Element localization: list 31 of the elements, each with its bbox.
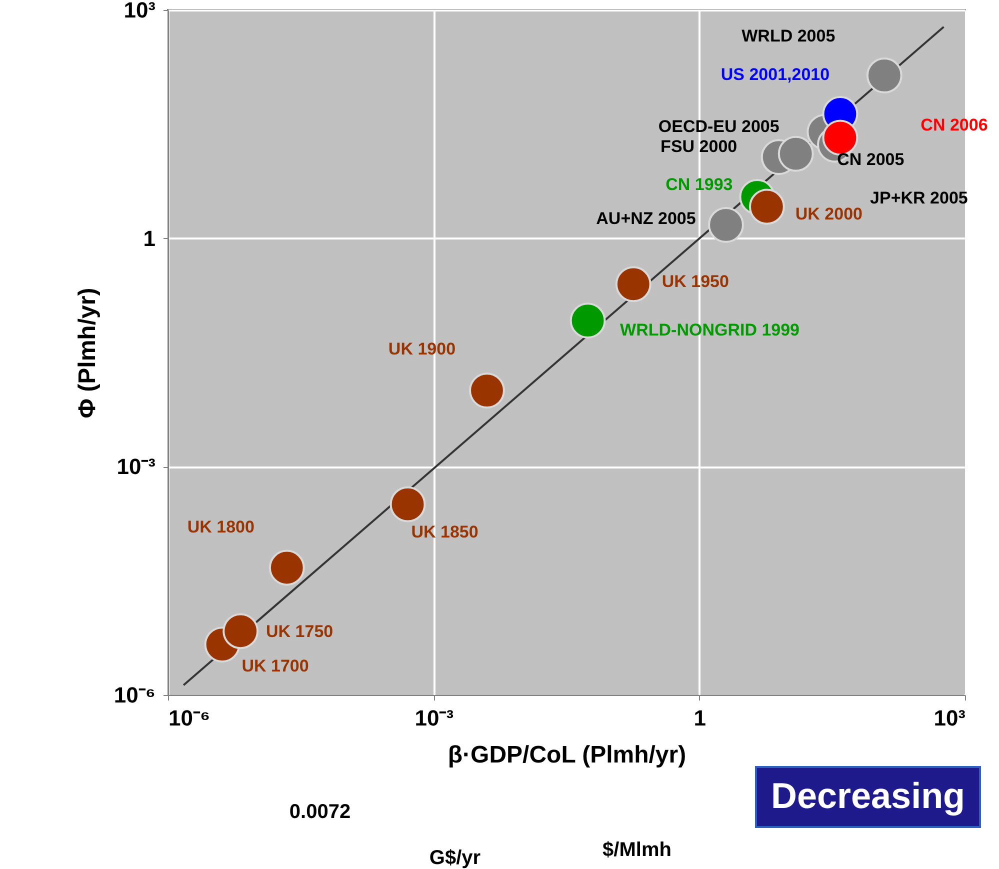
text: $/Mlmh: [602, 839, 672, 861]
x-tick-label: 10⁻³: [414, 706, 454, 730]
x-axis-title: β·GDP/CoL (Plmh/yr): [448, 742, 686, 768]
series-label: UK 1700: [242, 656, 309, 676]
series-label: UK 1750: [266, 622, 334, 642]
series-label: UK 1950: [662, 272, 729, 292]
series-label: CN 1993: [666, 174, 733, 194]
y-tick-label: 10⁻⁶: [114, 682, 156, 708]
series-label: US 2001,2010: [720, 65, 830, 84]
text: JP+KR 2005: [870, 188, 968, 208]
series-label: UK 2000: [795, 204, 862, 224]
y-axis-title: Φ (Plmh/yr): [74, 288, 101, 418]
y-tick-label: 1: [143, 226, 156, 251]
series-label: UK 1900: [388, 340, 456, 359]
series-label: UK 1850: [411, 522, 478, 542]
series-label: FSU 2000: [660, 137, 738, 156]
text: 0.0072: [289, 801, 351, 823]
text: CN 2006: [920, 116, 988, 135]
x-tick-label: 10³: [934, 706, 966, 730]
text: WRLD 2005: [742, 26, 836, 46]
text: G$/yr: [429, 847, 481, 869]
x-tick-label: 10⁻⁶: [168, 706, 210, 730]
x-tick-label: 1: [694, 706, 706, 730]
y-tick-label: 10³: [124, 0, 156, 22]
series-label: UK 1800: [187, 518, 254, 537]
series-label: WRLD-NONGRID 1999: [620, 320, 800, 340]
series-label: AU+NZ 2005: [596, 208, 696, 228]
series-label: CN 2005: [837, 150, 904, 169]
y-tick-label: 10⁻³: [116, 454, 156, 480]
series-label: OECD-EU 2005: [658, 116, 780, 136]
text: Decreasing: [770, 775, 966, 816]
